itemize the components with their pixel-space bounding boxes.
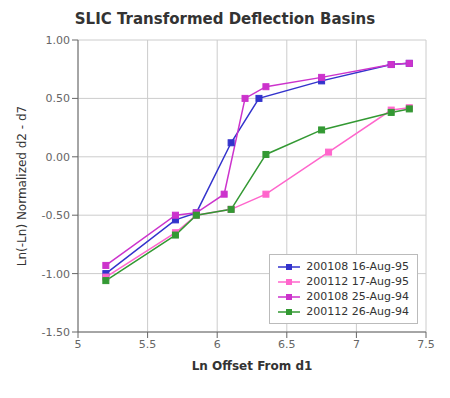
svg-text:-1.00: -1.00	[42, 268, 70, 281]
html-text:SLIC Transformed Deflection Ba: SLIC Transformed Deflection Basins	[74, 10, 376, 28]
svg-text:0.00: 0.00	[46, 151, 71, 164]
html-text:200108 16-Aug-95: 200108 16-Aug-95	[306, 260, 409, 273]
svg-text:-1.50: -1.50	[42, 326, 70, 339]
html-text:200112 17-Aug-95: 200112 17-Aug-95	[306, 275, 409, 288]
svg-text:5: 5	[75, 338, 82, 351]
svg-text:1.00: 1.00	[46, 34, 71, 47]
svg-text:Ln(-Ln) Normalized d2 - d7: Ln(-Ln) Normalized d2 - d7	[15, 106, 29, 266]
svg-text:6.5: 6.5	[278, 338, 296, 351]
svg-text:0.50: 0.50	[46, 92, 71, 105]
svg-text:Ln Offset From d1: Ln Offset From d1	[192, 359, 313, 373]
svg-text:6: 6	[214, 338, 221, 351]
svg-text:7: 7	[353, 338, 360, 351]
svg-text:5.5: 5.5	[139, 338, 157, 351]
svg-text:7.5: 7.5	[417, 338, 435, 351]
html-text:200108 25-Aug-94: 200108 25-Aug-94	[306, 290, 409, 303]
svg-text:-0.50: -0.50	[42, 209, 70, 222]
html-text:200112 26-Aug-94: 200112 26-Aug-94	[306, 305, 409, 318]
